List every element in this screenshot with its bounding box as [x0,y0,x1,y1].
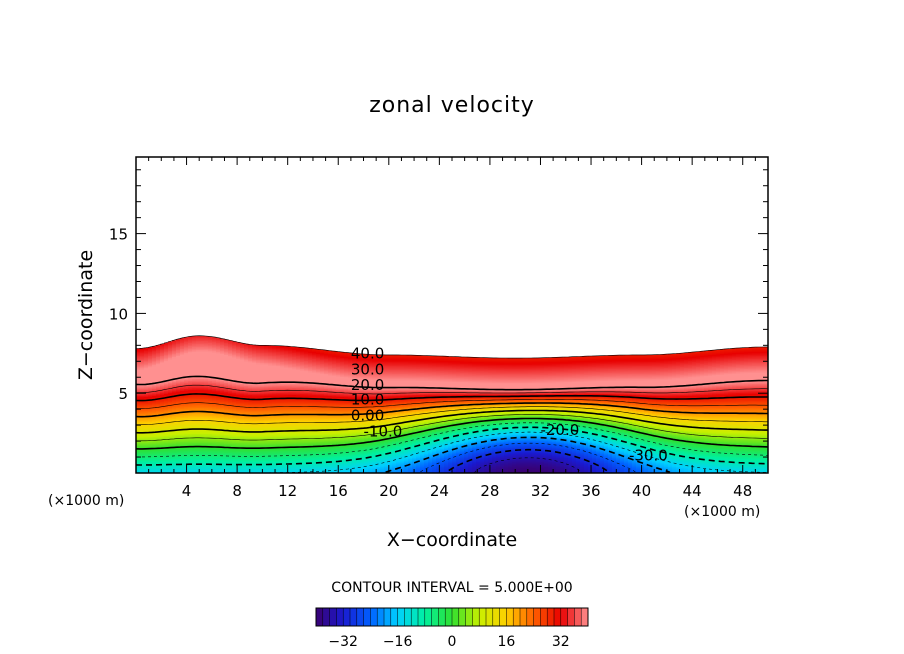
contour-line-25 [136,399,768,410]
colorbar-tick-label: −32 [328,634,358,650]
x-axis-label: X−coordinate [387,529,517,551]
contour-label: 40.0 [351,344,384,362]
x-tick-label: 12 [278,482,297,500]
contour-line--10 [136,426,768,466]
x-tick-label: 32 [531,482,550,500]
colorbar-cell [458,608,466,626]
x-tick-labels: 4 8 12 16 20 24 28 32 36 40 44 48 [182,482,752,500]
x-tick-label: 4 [182,482,192,500]
colorbar-cell [411,608,419,626]
colorbar-cell [404,608,412,626]
colorbar-cell [540,608,548,626]
contour-line-40 [136,375,768,391]
contour-line--35 [473,457,582,473]
colorbar-cell [452,608,460,626]
contour-line-15 [136,406,768,425]
y-tick-label: 5 [118,385,128,403]
colorbar-cell [513,608,521,626]
contour-line--30 [448,448,608,472]
colorbar-tick-label: 0 [448,634,457,650]
colorbar-cell [486,608,494,626]
colorbar-cell [384,608,392,626]
colorbar-cell [350,608,358,626]
colorbar-cell [499,608,507,626]
colorbar-frame [315,607,589,627]
colorbar-cell [316,608,324,626]
contour-line--15 [136,431,768,473]
colorbar-cell [418,608,426,626]
x-tick-label: 36 [581,482,600,500]
contour-label: 30.0 [351,360,384,378]
colorbar-cell [363,608,371,626]
contour-label: 10.0 [351,391,384,409]
contour-line--20 [385,436,671,473]
colorbar-cell [390,608,398,626]
y-axis-label: Z−coordinate [75,250,97,380]
colorbar-cell [465,608,473,626]
colorbar-cell [431,608,439,626]
contour-line-5 [136,414,768,442]
contour-line--5 [136,422,768,458]
contour-line-30 [136,393,768,402]
contour-line-0 [136,417,768,450]
contour-label: 20.0 [351,376,384,394]
colorbar-cell [547,608,555,626]
colorbar-tick-label: −16 [383,634,413,650]
colorbar-tick-labels: −32 −16 0 16 32 [328,634,569,650]
surface-line [136,335,768,359]
colorbar-cell [574,608,582,626]
colorbar-cell [520,608,528,626]
x-tick-label: 20 [379,482,398,500]
contour-lines [136,335,768,473]
colorbar-tick-label: 32 [552,634,570,650]
colorbar-cell [581,608,589,626]
contour-line-20 [136,402,768,418]
colorbar-cell [533,608,541,626]
colorbar-cell [336,608,344,626]
colorbar-cell [506,608,514,626]
contour-label: -10.0 [364,423,403,441]
x-tick-label: 48 [733,482,752,500]
x-tick-label: 28 [480,482,499,500]
colorbar-cell [492,608,500,626]
x-tick-label: 44 [683,482,702,500]
contour-label: 0.00 [351,407,384,425]
colorbar-cell [329,608,337,626]
colorbar-cell [560,608,568,626]
colorbar-cell [397,608,405,626]
x-tick-label: 24 [430,482,449,500]
y-tick-labels: 5 10 15 [109,226,128,404]
contour-line-10 [136,409,768,434]
colorbar-cell [370,608,378,626]
chart-title: zonal velocity [369,93,535,118]
colorbar-cell [438,608,446,626]
colorbar-tick-label: 16 [497,634,515,650]
contour-line-35 [136,384,768,395]
colorbar-cell [445,608,453,626]
colorbar [315,607,589,627]
colorbar-cell [377,608,385,626]
colorbar-cell [479,608,487,626]
colorbar-cell [343,608,351,626]
x-tick-label: 8 [232,482,242,500]
contour-labels: 40.030.020.010.00.00-10.0 -20.0 -30.0 [351,344,668,464]
contour-interval-text: CONTOUR INTERVAL = 5.000E+00 [331,580,572,596]
x-tick-label: 40 [632,482,651,500]
x-unit-right: (×1000 m) [684,504,760,520]
colorbar-cell [472,608,480,626]
contour-label: -20.0 [540,421,579,439]
colorbar-cell [526,608,534,626]
colorbar-cell [567,608,575,626]
y-tick-label: 15 [109,226,128,244]
axis-ticks [136,157,768,473]
colorbar-cell [356,608,364,626]
contour-label: -30.0 [629,446,668,464]
colorbar-cell [554,608,562,626]
x-unit-left: (×1000 m) [48,493,124,509]
y-tick-label: 10 [109,305,128,323]
colorbar-cell [322,608,330,626]
x-tick-label: 16 [329,482,348,500]
colorbar-cell [424,608,432,626]
